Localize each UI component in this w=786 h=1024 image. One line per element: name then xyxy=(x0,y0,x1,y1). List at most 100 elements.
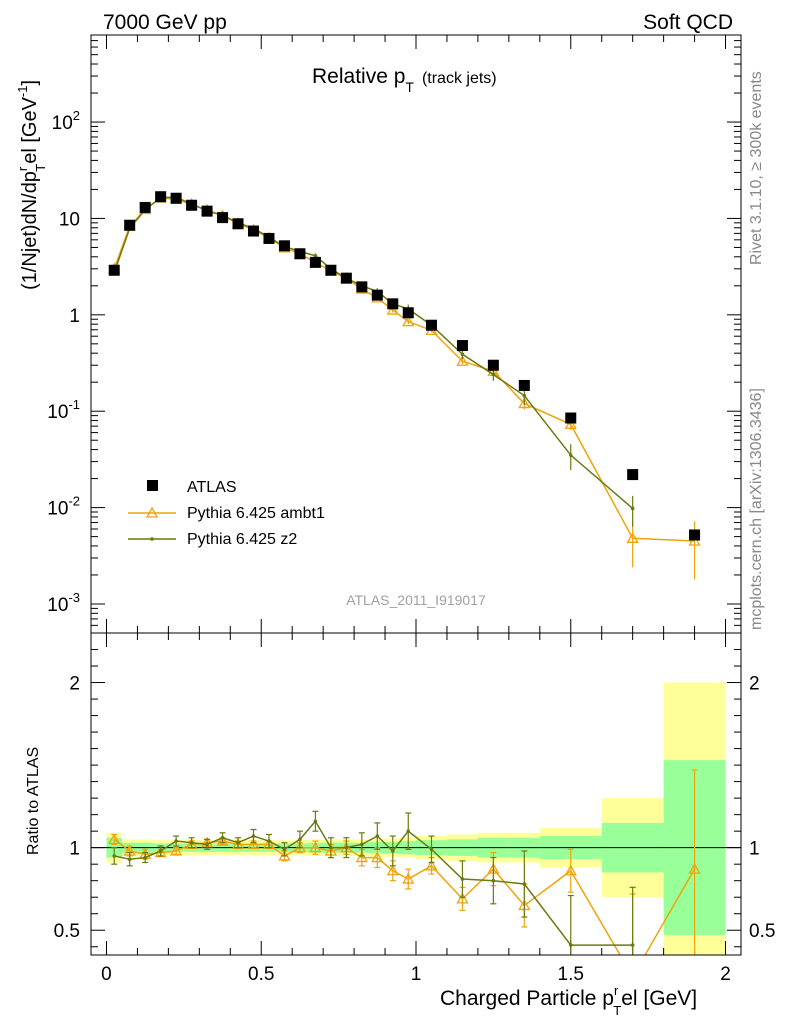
z2-ratio-point xyxy=(112,854,117,858)
main-series xyxy=(108,191,701,580)
z2-ratio-point xyxy=(522,882,527,886)
legend-ambt1-marker xyxy=(145,506,159,518)
ambt1-ratio-point xyxy=(231,838,245,850)
y-axis-label-exp: -1 xyxy=(15,86,30,98)
analysis-label: ATLAS_2011_I919017 xyxy=(346,592,486,608)
header-left: 7000 GeV pp xyxy=(103,11,227,34)
legend-z2-label: Pythia 6.425 z2 xyxy=(187,531,297,548)
ambt1-ratio-point xyxy=(402,872,415,884)
y-tick-label: 10 xyxy=(59,209,80,230)
ratio-y-tick-label: 2 xyxy=(69,674,80,695)
y-tick-label: 10-2 xyxy=(47,494,80,520)
atlas-point xyxy=(627,469,639,481)
atlas-point xyxy=(565,412,577,424)
y-tick-exp: -2 xyxy=(68,494,80,509)
y-axis-label-main: (1/Njet)dN/dp xyxy=(19,171,41,290)
z2-ratio-point xyxy=(375,834,380,838)
ambt1-point xyxy=(386,303,399,315)
y-axis-label-sub: T xyxy=(33,164,48,172)
ambt1-ratio-point xyxy=(564,864,577,876)
y-tick-base: 10 xyxy=(59,209,80,230)
x-axis-label-tail: el [GeV] xyxy=(621,987,697,1010)
z2-ratio-point xyxy=(251,834,256,838)
legend-z2-marker xyxy=(150,537,154,541)
atlas-point xyxy=(170,192,182,204)
legend-atlas-marker xyxy=(147,480,158,491)
z2-ratio-point xyxy=(429,847,434,852)
y-tick-base: 10 xyxy=(47,499,68,520)
z2-ratio-point xyxy=(174,839,178,843)
plot-title-note: (track jets) xyxy=(422,70,497,87)
atlas-point xyxy=(201,205,213,217)
atlas-point xyxy=(186,199,198,211)
y-tick-exp: 2 xyxy=(73,108,80,123)
y-tick-base: 10 xyxy=(47,402,68,423)
y-tick-label: 10-3 xyxy=(47,590,80,616)
z2-ratio-point xyxy=(313,819,318,824)
rivet-label: Rivet 3.1.10, ≥ 300k events xyxy=(748,71,765,265)
y-tick-label: 102 xyxy=(52,108,80,134)
atlas-point xyxy=(139,201,151,213)
z2-ratio-point xyxy=(568,943,573,947)
ratio-uncertainty-bands xyxy=(91,682,741,955)
x-axis-label-main: Charged Particle p xyxy=(440,987,614,1010)
ambt1-ratio-point xyxy=(262,838,276,850)
ambt1-ratio-point xyxy=(386,864,399,876)
ratio-y-tick-label: 0.5 xyxy=(54,921,80,942)
plot-title-main: Relative p xyxy=(312,65,405,88)
z2-ratio-point xyxy=(329,845,333,850)
ratio-y-tick-label-right: 1 xyxy=(749,839,760,860)
z2-ratio-point xyxy=(344,845,349,850)
atlas-point xyxy=(518,379,530,391)
x-axis-label-sub: T xyxy=(613,1003,621,1018)
z2-ratio-point xyxy=(127,857,132,862)
legend-ambt1-label: Pythia 6.425 ambt1 xyxy=(187,505,325,522)
atlas-point xyxy=(456,340,468,352)
y-axis-label-sup: r xyxy=(15,166,30,171)
y-tick-base: 10 xyxy=(52,113,73,134)
z2-ratio-point xyxy=(220,835,225,840)
ambt1-ratio-point xyxy=(456,892,469,904)
ambt1-ratio-point xyxy=(185,838,198,850)
atlas-point xyxy=(248,225,259,237)
z2-ratio-point xyxy=(298,837,302,842)
atlas-point xyxy=(232,218,244,230)
atlas-point xyxy=(340,272,352,284)
atlas-point xyxy=(356,281,368,293)
plot-title: Relative pT (track jets) xyxy=(312,65,497,95)
z2-ratio-point xyxy=(143,855,147,860)
z2-ratio-point xyxy=(360,842,364,847)
y-tick-base: 10 xyxy=(47,595,68,616)
ratio-y-tick-label-right: 0.5 xyxy=(749,921,775,942)
ratio-series-group xyxy=(108,769,701,955)
z2-ratio-point xyxy=(205,842,209,847)
atlas-point xyxy=(689,529,701,541)
z2-line xyxy=(113,196,634,510)
atlas-point xyxy=(309,256,321,268)
y-axis-label-tail: el [GeV xyxy=(19,96,41,163)
y-axis-label-close: ] xyxy=(19,80,41,86)
z2-ratio-point xyxy=(491,878,496,883)
atlas-point xyxy=(487,359,499,371)
ambt1-ratio-point xyxy=(371,851,384,863)
ambt1-ratio-point xyxy=(688,862,701,874)
header-right: Soft QCD xyxy=(643,11,733,34)
atlas-point xyxy=(402,307,414,319)
atlas-point xyxy=(278,240,290,252)
ambt1-ratio-point xyxy=(309,841,322,853)
legend-atlas-label: ATLAS xyxy=(187,479,237,496)
y-tick-exp: -1 xyxy=(68,397,80,412)
ambt1-point xyxy=(456,354,469,366)
x-axis-label: Charged Particle pr Tel [GeV] xyxy=(440,983,697,1018)
x-tick-label: 0 xyxy=(101,964,112,985)
z2-ratio-point xyxy=(267,839,271,843)
z2-ratio-point xyxy=(460,877,465,881)
y-axis-label: (1/Njet)dN/dpr Tel [GeV-1] xyxy=(15,80,48,290)
ambt1-ratio-point xyxy=(216,834,229,846)
legend: ATLAS Pythia 6.425 ambt1 Pythia 6.425 z2 xyxy=(128,479,325,548)
atlas-point xyxy=(387,298,399,310)
ambt1-ratio-point xyxy=(355,851,368,863)
ratio-plot-frame xyxy=(90,632,742,956)
ratio-y-tick-label-right: 2 xyxy=(749,674,760,695)
